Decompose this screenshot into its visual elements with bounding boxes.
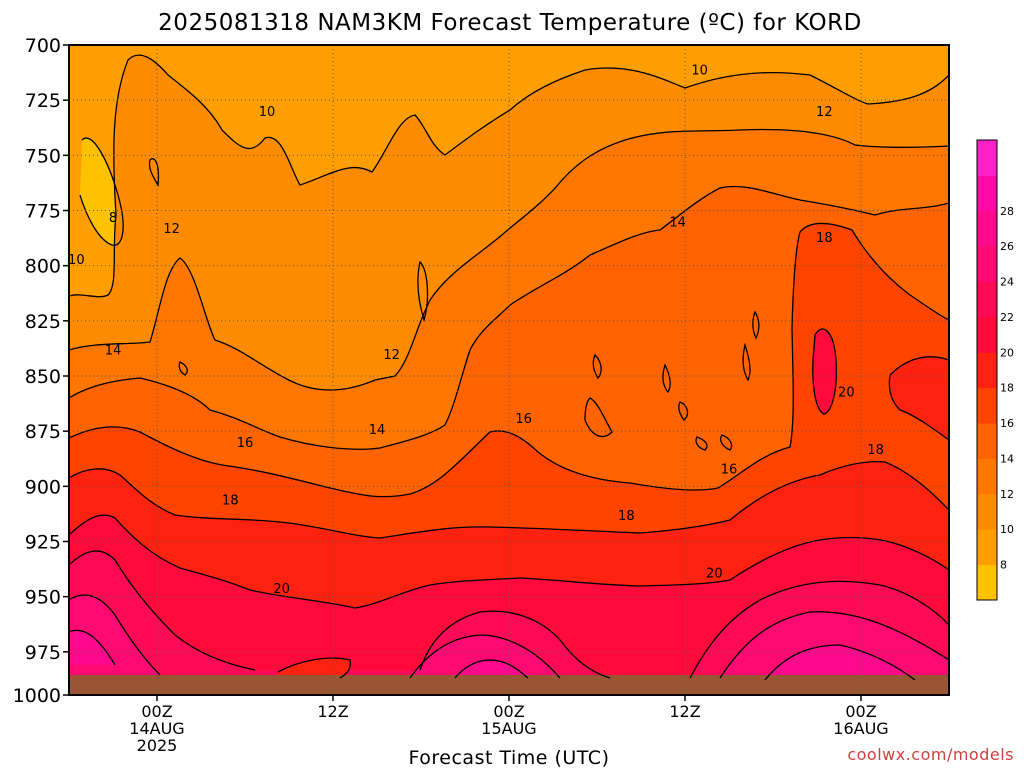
contour-label: 12: [816, 105, 833, 120]
y-tick-label: 875: [25, 421, 61, 443]
contour-label: 20: [273, 582, 290, 597]
y-tick-label: 800: [25, 256, 61, 278]
band-lt8: [80, 138, 124, 246]
y-tick-label: 750: [25, 145, 61, 167]
contour-label: 16: [515, 412, 532, 427]
x-tick-label: 00Z: [845, 702, 876, 721]
colorbar-label: 26: [1000, 240, 1014, 253]
x-tick-label: 00Z: [141, 702, 172, 721]
y-tick-label: 725: [25, 90, 61, 112]
contour-14: [69, 185, 949, 450]
contour-label: 10: [259, 105, 276, 120]
colorbar-frame: [976, 139, 998, 601]
colorbar-label: 24: [1000, 276, 1014, 289]
contour-16: [69, 222, 949, 498]
colorbar-swatch: [977, 210, 997, 247]
x-tick-label: 2025: [137, 736, 178, 755]
contour-label: 12: [163, 222, 180, 237]
contour-label: 14: [105, 344, 122, 359]
colorbar-label: 14: [1000, 452, 1014, 465]
colorbar-swatch: [977, 140, 997, 176]
contour-label: 8: [109, 211, 117, 226]
band-22-24: [69, 551, 949, 695]
contour-blobs: [148, 158, 949, 679]
y-tick-label: 975: [25, 642, 61, 664]
contour-8: [79, 137, 124, 246]
y-tick-label: 925: [25, 532, 61, 554]
colorbar-label: 10: [1000, 523, 1014, 536]
contour-label: 18: [618, 509, 635, 524]
colorbar-swatch: [977, 564, 997, 601]
colorbar-label: 16: [1000, 417, 1014, 430]
colorbar-label: 8: [1000, 559, 1007, 572]
blob-18-bottom: [278, 658, 351, 678]
x-tick-label: 12Z: [669, 702, 700, 721]
contour-labels: 10 8 12 10 14 16 18 12 14 20 16 18 10 14 12 18 16 20 18 20: [68, 63, 884, 597]
contour-24: [69, 594, 949, 679]
colorbar: 8 10 12 14 16 18 20 22 24 26 28: [976, 139, 1014, 601]
contour-26: [69, 629, 916, 681]
colorbar-label: 28: [1000, 205, 1014, 218]
colorbar-label: 18: [1000, 382, 1014, 395]
contour-20: [69, 514, 949, 609]
contour-label: 18: [222, 494, 239, 509]
contour-label: 12: [383, 348, 400, 363]
x-axis-label: Forecast Time (UTC): [409, 747, 610, 768]
contour-18: [69, 460, 949, 539]
y-tick-label: 1000: [13, 685, 61, 707]
x-tick-label: 00Z: [493, 702, 524, 721]
contour-label: 16: [721, 463, 738, 478]
contour-label: 20: [838, 385, 855, 400]
contour-lines: [69, 54, 949, 681]
contour-10: [69, 54, 949, 298]
contour-label: 20: [706, 566, 723, 581]
contour-label: 14: [369, 423, 386, 438]
x-tick-label: 15AUG: [481, 719, 536, 738]
y-tick-label: 700: [25, 35, 61, 57]
contour-label: 16: [237, 436, 254, 451]
y-tick-label: 775: [25, 201, 61, 223]
contour-label: 10: [691, 63, 708, 78]
contour-12: [69, 128, 949, 391]
colorbar-label: 20: [1000, 346, 1014, 359]
colorbar-swatch: [977, 246, 997, 283]
y-tick-label: 825: [25, 311, 61, 333]
contour-label: 18: [816, 231, 833, 246]
colorbar-swatch: [977, 387, 997, 424]
colorbar-swatch: [977, 423, 997, 459]
y-tick-label: 900: [25, 476, 61, 498]
colorbar-swatch: [977, 529, 997, 566]
contour-22: [69, 550, 949, 679]
colorbar-swatch: [977, 175, 997, 212]
chart-title: 2025081318 NAM3KM Forecast Temperature (…: [158, 10, 862, 36]
colorbar-swatch: [977, 316, 997, 353]
x-tick-label: 16AUG: [833, 719, 888, 738]
grid-lines: [69, 45, 949, 695]
y-axis: 700 725 750 775 800 825 850 875 900 925 950 975 1000: [13, 35, 69, 707]
watermark: coolwx.com/models: [847, 745, 1014, 764]
colorbar-swatch: [977, 352, 997, 389]
y-tick-label: 950: [25, 587, 61, 609]
colorbar-swatch: [977, 458, 997, 495]
contour-label: 14: [669, 216, 686, 231]
x-tick-label: 14AUG: [129, 719, 184, 738]
contour-label: 10: [68, 253, 85, 268]
colorbar-swatch: [977, 281, 997, 318]
colorbar-swatch: [977, 493, 997, 530]
contour-label: 18: [867, 443, 884, 458]
colorbar-label: 22: [1000, 311, 1014, 324]
x-tick-label: 12Z: [317, 702, 348, 721]
colorbar-label: 12: [1000, 488, 1014, 501]
y-tick-label: 850: [25, 366, 61, 388]
blob-20-right: [812, 328, 837, 414]
blob-18-right: [889, 356, 949, 440]
